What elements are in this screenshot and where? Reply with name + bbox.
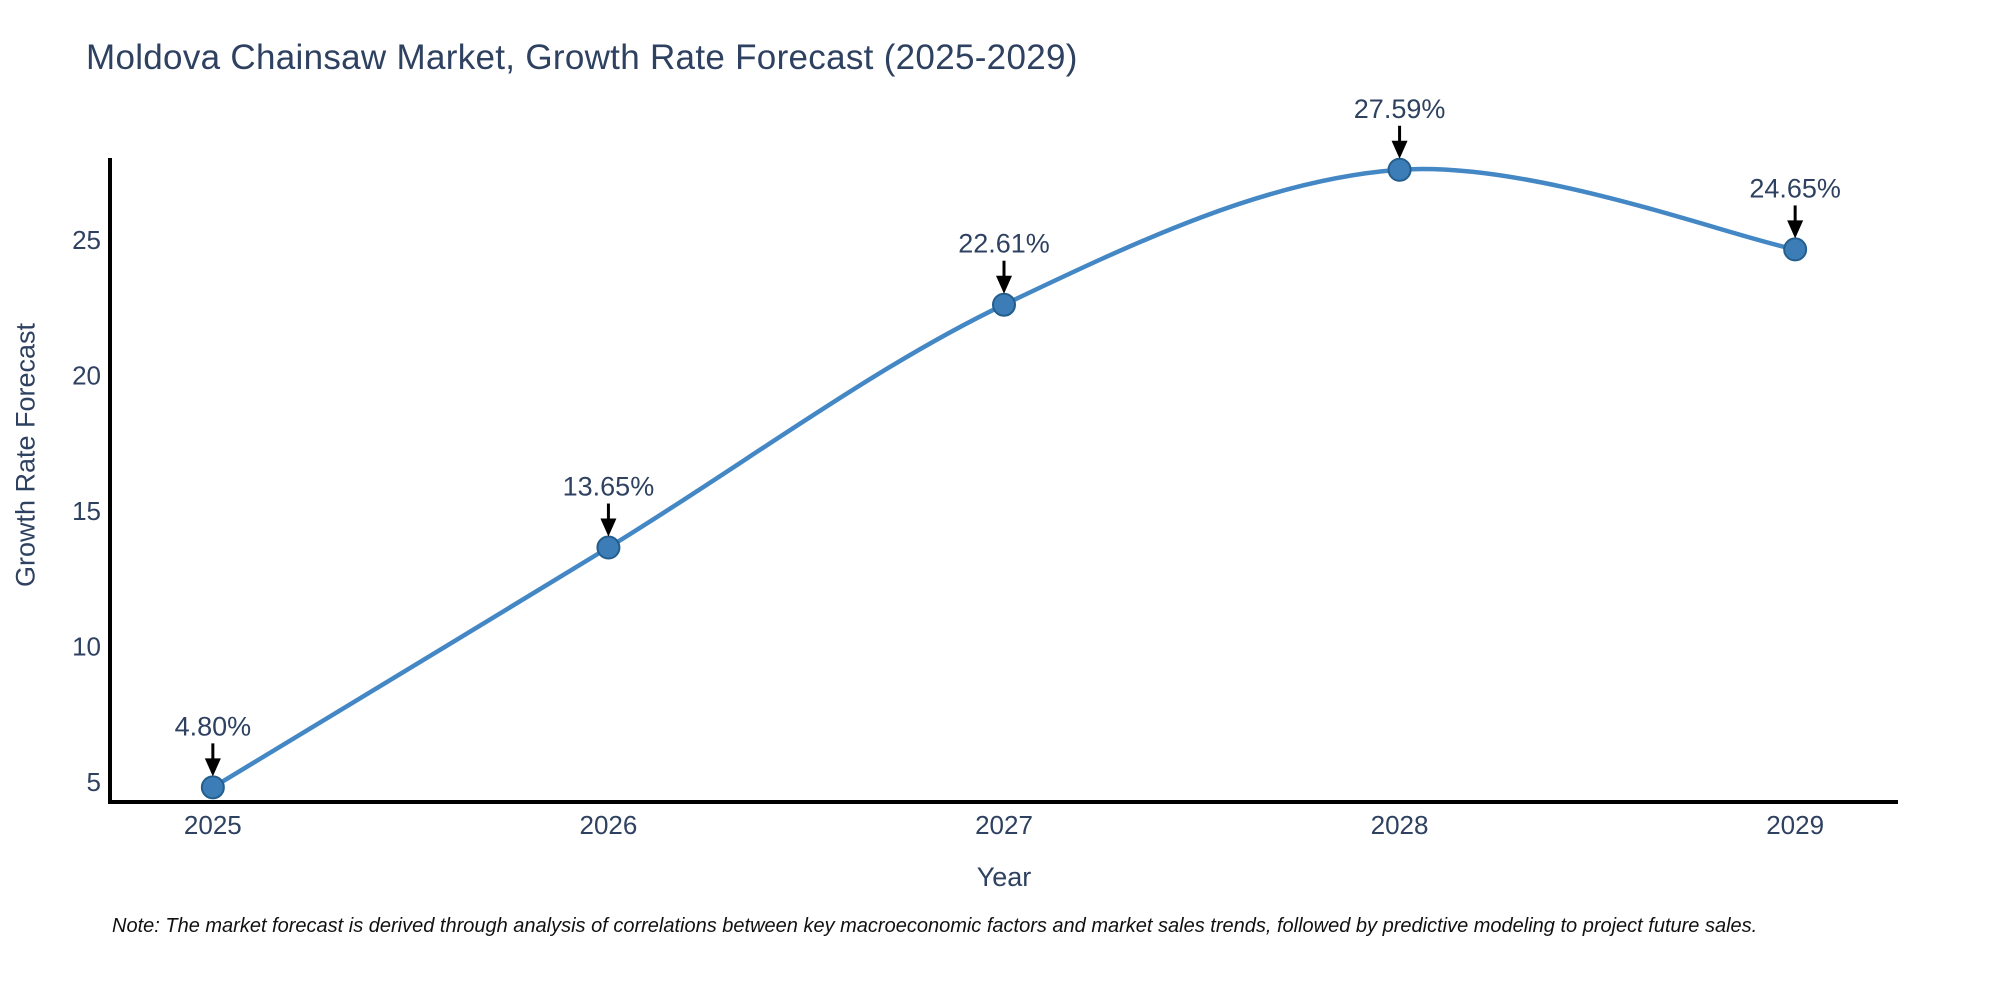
data-point-label: 13.65% [563, 472, 655, 502]
y-tick-label: 25 [72, 225, 101, 255]
data-point-label: 22.61% [958, 229, 1050, 259]
data-point-marker[interactable] [1783, 237, 1808, 262]
annotation-arrow-head [204, 758, 221, 777]
y-tick-label: 20 [72, 360, 101, 390]
y-tick-label: 10 [72, 631, 101, 661]
y-axis-title: Growth Rate Forecast [10, 322, 41, 588]
data-point-label: 24.65% [1749, 173, 1841, 203]
annotation-arrow-head [1391, 140, 1408, 159]
x-tick-label: 2028 [1371, 810, 1429, 840]
data-point-label: 4.80% [175, 711, 252, 741]
annotation-arrow-head [1787, 220, 1804, 239]
footnote: Note: The market forecast is derived thr… [112, 915, 1758, 937]
x-tick-label: 2025 [184, 810, 242, 840]
annotation-arrow-head [600, 518, 617, 537]
y-tick-label: 5 [87, 767, 101, 797]
x-tick-label: 2029 [1766, 810, 1824, 840]
data-point-marker[interactable] [992, 292, 1016, 317]
data-point-marker[interactable] [596, 535, 621, 560]
x-tick-label: 2027 [975, 810, 1033, 840]
data-point-marker[interactable] [1387, 157, 1412, 182]
annotation-arrow-head [996, 275, 1012, 294]
y-tick-label: 15 [72, 496, 101, 526]
x-tick-label: 2026 [580, 810, 638, 840]
x-axis-title: Year [976, 862, 1032, 892]
chart-title: Moldova Chainsaw Market, Growth Rate For… [86, 38, 1078, 77]
data-point-label: 27.59% [1354, 94, 1446, 124]
data-point-marker[interactable] [200, 775, 225, 800]
